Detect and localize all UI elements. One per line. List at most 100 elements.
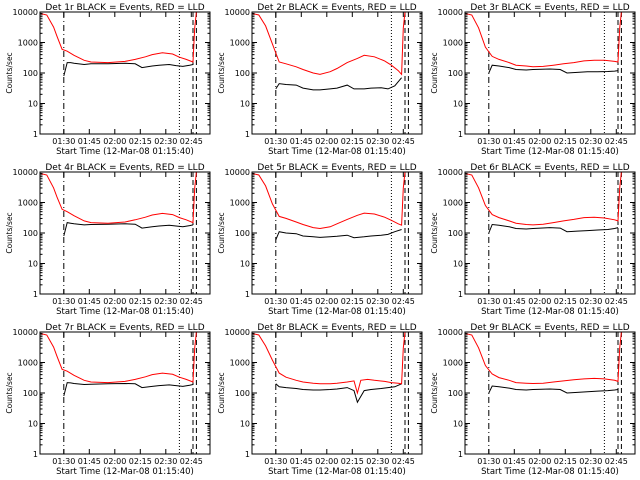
lld-series-line (252, 332, 406, 395)
y-tick-label: 10 (240, 420, 250, 429)
x-tick-label: 02:15 (554, 137, 577, 146)
x-tick-label: 02:15 (554, 457, 577, 466)
y-tick-label: 1000 (18, 39, 38, 48)
lld-series-line (40, 172, 197, 224)
x-axis-label: Start Time (12-Mar-08 01:15:40) (56, 467, 194, 477)
x-axis-label: Start Time (12-Mar-08 01:15:40) (268, 147, 406, 157)
x-tick-label: 02:30 (366, 457, 389, 466)
x-tick-label: 02:30 (579, 457, 602, 466)
y-tick-label: 1 (33, 450, 38, 459)
y-tick-label: 10000 (13, 168, 38, 177)
x-tick-label: 02:30 (366, 137, 389, 146)
y-tick-label: 10 (240, 260, 250, 269)
detector-panel: Det 8r BLACK = Events, RED = LLD 1 10 100 10… (217, 323, 423, 477)
y-axis-label: Counts/sec (217, 52, 226, 93)
y-axis-label: Counts/sec (5, 212, 14, 253)
y-tick-label: 10 (28, 100, 38, 109)
panel-title: Det 6r BLACK = Events, RED = LLD (470, 163, 629, 173)
x-tick-label: 01:30 (52, 137, 75, 146)
x-tick-label: 01:30 (477, 457, 500, 466)
y-tick-label: 10000 (438, 328, 463, 337)
y-tick-label: 100 (23, 229, 38, 238)
events-series-line (63, 222, 194, 237)
plot-frame (464, 11, 636, 135)
plot-frame (39, 331, 211, 455)
y-tick-label: 10000 (225, 168, 250, 177)
x-tick-label: 02:15 (554, 297, 577, 306)
x-tick-label: 02:45 (605, 457, 628, 466)
x-tick-label: 01:45 (503, 457, 526, 466)
detector-panel: Det 5r BLACK = Events, RED = LLD 1 10 100 10… (217, 163, 423, 317)
x-tick-label: 02:00 (103, 137, 126, 146)
x-tick-label: 01:45 (290, 297, 313, 306)
x-axis-label: Start Time (12-Mar-08 01:15:40) (481, 307, 619, 317)
y-tick-label: 10000 (225, 328, 250, 337)
lld-series-line (252, 172, 406, 230)
events-series-line (275, 77, 402, 91)
x-tick-label: 02:45 (605, 297, 628, 306)
detector-panel: Det 6r BLACK = Events, RED = LLD 1 10 100 10… (430, 163, 636, 317)
x-tick-label: 01:30 (264, 457, 287, 466)
detector-panel: Det 1r BLACK = Events, RED = LLD 1 10 100 10… (5, 3, 211, 157)
y-tick-label: 1 (245, 130, 250, 139)
x-tick-label: 02:45 (392, 457, 415, 466)
x-tick-label: 02:15 (129, 457, 152, 466)
y-tick-label: 100 (235, 69, 250, 78)
y-axis-label: Counts/sec (5, 52, 14, 93)
y-axis-label: Counts/sec (430, 372, 439, 413)
x-tick-label: 02:00 (103, 457, 126, 466)
y-tick-label: 1000 (443, 199, 463, 208)
y-tick-label: 1000 (230, 199, 250, 208)
y-tick-label: 100 (448, 69, 463, 78)
y-tick-label: 10 (453, 420, 463, 429)
y-tick-label: 100 (23, 389, 38, 398)
detector-panel: Det 2r BLACK = Events, RED = LLD 1 10 100 10… (217, 3, 423, 157)
x-tick-label: 02:15 (341, 297, 364, 306)
y-tick-label: 100 (448, 389, 463, 398)
y-tick-label: 1 (458, 130, 463, 139)
x-axis-label: Start Time (12-Mar-08 01:15:40) (481, 147, 619, 157)
x-axis-label: Start Time (12-Mar-08 01:15:40) (268, 467, 406, 477)
detector-panel: Det 7r BLACK = Events, RED = LLD 1 10 100 10… (5, 323, 211, 477)
x-tick-label: 02:00 (528, 297, 551, 306)
y-tick-label: 10 (28, 420, 38, 429)
panel-title: Det 5r BLACK = Events, RED = LLD (257, 163, 416, 173)
y-tick-label: 10000 (13, 8, 38, 17)
plot-frame (251, 331, 423, 455)
events-series-line (63, 62, 194, 77)
plot-frame (39, 11, 211, 135)
y-tick-label: 1 (33, 290, 38, 299)
y-tick-label: 1 (458, 450, 463, 459)
x-axis-label: Start Time (12-Mar-08 01:15:40) (56, 307, 194, 317)
x-tick-label: 01:45 (290, 457, 313, 466)
y-tick-label: 1000 (18, 359, 38, 368)
x-tick-label: 01:45 (290, 137, 313, 146)
y-tick-label: 1000 (443, 359, 463, 368)
x-tick-label: 02:45 (180, 457, 203, 466)
events-series-line (488, 385, 619, 394)
y-tick-label: 1000 (230, 359, 250, 368)
y-tick-label: 100 (235, 229, 250, 238)
x-tick-label: 02:00 (315, 137, 338, 146)
y-tick-label: 1000 (230, 39, 250, 48)
x-tick-label: 01:45 (78, 137, 101, 146)
y-tick-label: 10 (28, 260, 38, 269)
x-tick-label: 01:30 (52, 457, 75, 466)
x-axis-label: Start Time (12-Mar-08 01:15:40) (481, 467, 619, 477)
panel-title: Det 8r BLACK = Events, RED = LLD (257, 323, 416, 333)
x-tick-label: 02:00 (103, 297, 126, 306)
x-tick-label: 02:45 (180, 137, 203, 146)
x-tick-label: 02:15 (341, 457, 364, 466)
y-tick-label: 10000 (438, 168, 463, 177)
y-tick-label: 1 (245, 450, 250, 459)
y-tick-label: 10 (240, 100, 250, 109)
events-series-line (488, 223, 619, 234)
y-tick-label: 1000 (443, 39, 463, 48)
x-axis-label: Start Time (12-Mar-08 01:15:40) (268, 307, 406, 317)
plot-frame (464, 171, 636, 295)
x-tick-label: 02:15 (129, 137, 152, 146)
detector-panel: Det 4r BLACK = Events, RED = LLD 1 10 100 10… (5, 163, 211, 317)
plot-frame (464, 331, 636, 455)
lld-series-line (40, 12, 197, 64)
